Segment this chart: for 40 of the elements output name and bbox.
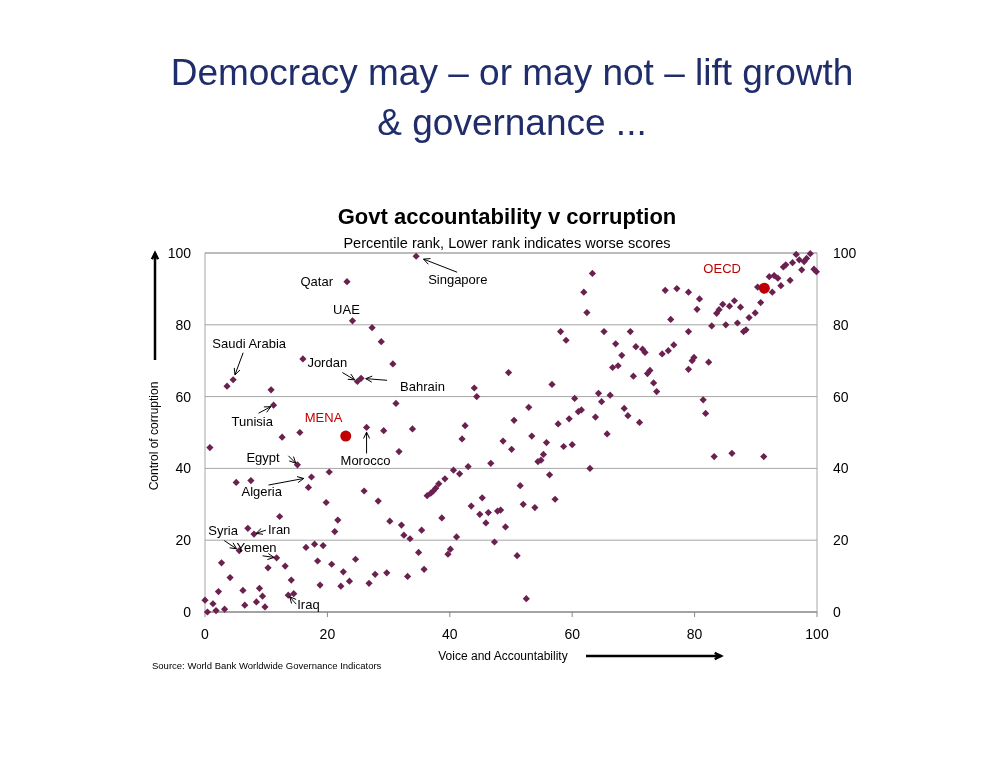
x-tick-label: 80 bbox=[686, 626, 703, 642]
y-tick-label: 80 bbox=[175, 316, 192, 333]
y-tick-label: 60 bbox=[175, 388, 192, 405]
annotation: Yemen bbox=[236, 539, 277, 555]
y2-tick-label: 0 bbox=[833, 604, 841, 620]
text: Democracy may – or may not – lift growth & governance ... bbox=[170, 52, 854, 143]
x-tick-label: 100 bbox=[805, 626, 829, 642]
annotation: Qatar bbox=[300, 273, 334, 289]
annotation: Bahrain bbox=[400, 379, 445, 395]
source-note: Source: World Bank Worldwide Governance Indicators bbox=[152, 660, 382, 671]
annotation: Jordan bbox=[307, 354, 348, 370]
y2-tick-label: 40 bbox=[833, 460, 849, 477]
x-tick-label: 60 bbox=[564, 626, 581, 642]
series-label: MENA bbox=[304, 410, 343, 426]
y-tick-label: 20 bbox=[175, 532, 192, 549]
x-tick-label: 20 bbox=[319, 626, 336, 642]
x-tick-label: 0 bbox=[201, 626, 210, 642]
annotation: Saudi Arabia bbox=[212, 335, 287, 351]
chart-subtitle: Percentile rank, Lower rank indicates worse scores bbox=[343, 235, 671, 251]
x-axis-title: Voice and Accountability bbox=[438, 649, 568, 663]
series-label: OECD bbox=[703, 261, 741, 277]
y-tick-label: 40 bbox=[175, 460, 192, 477]
annotation: UAE bbox=[333, 301, 361, 317]
annotation: Egypt bbox=[246, 449, 281, 465]
annotation: Iraq bbox=[297, 597, 320, 613]
y-axis-title: Control of corruption bbox=[147, 381, 161, 491]
annotation: Singapore bbox=[428, 272, 488, 288]
y-tick-label: 100 bbox=[167, 245, 192, 261]
y-tick-label: 0 bbox=[183, 604, 192, 620]
y2-tick-label: 80 bbox=[833, 316, 849, 333]
y2-tick-label: 100 bbox=[833, 245, 857, 261]
y2-tick-label: 60 bbox=[833, 388, 849, 405]
annotation: Iran bbox=[267, 522, 291, 538]
chart-title: Govt accountability v corruption bbox=[337, 204, 677, 229]
annotation: Tunisia bbox=[231, 414, 274, 430]
annotation: Syria bbox=[208, 522, 239, 538]
annotation: Morocco bbox=[340, 453, 391, 469]
y2-tick-label: 20 bbox=[833, 532, 849, 549]
x-tick-label: 40 bbox=[442, 626, 458, 642]
annotation: Algeria bbox=[241, 484, 283, 500]
